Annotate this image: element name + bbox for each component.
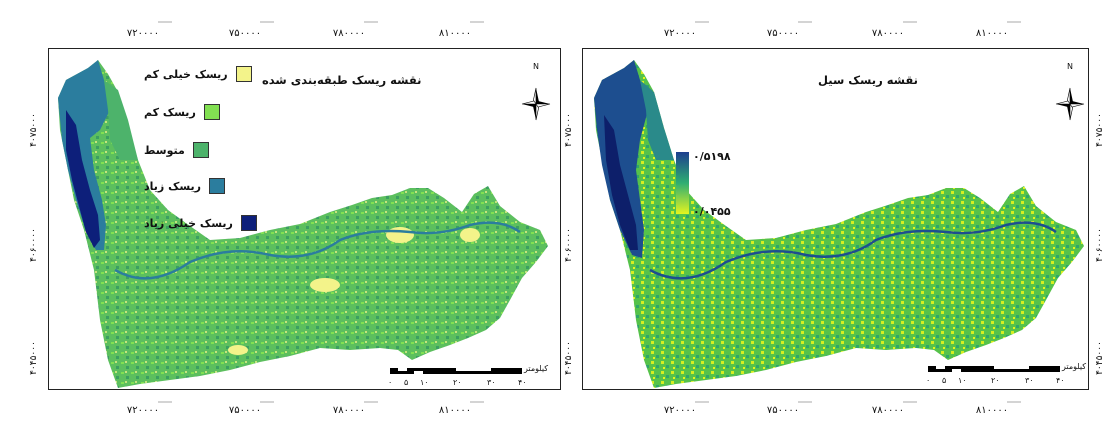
- right-color-ramp: [676, 152, 689, 214]
- legend-swatch-low: [203, 104, 220, 120]
- legend-item-medium: متوسط: [144, 142, 209, 158]
- left-north-label: N: [533, 62, 539, 71]
- left-scale-label-10: ۱۰: [420, 378, 429, 387]
- right-mid-flood-zone: [640, 80, 674, 160]
- legend-swatch-very-high: [240, 215, 257, 231]
- left-low-risk-patch-4: [228, 345, 248, 355]
- ramp-min-label: ۰/۰۴۵۵: [693, 205, 731, 218]
- right-x-tick-top-1: ۷۲۰۰۰۰: [663, 28, 697, 39]
- left-map-title: نقشه ریسک طبقه‌بندی شده: [262, 73, 422, 87]
- legend-label-high: ریسک زیاد: [144, 179, 201, 193]
- right-scale-label-40: ۴۰: [1056, 376, 1065, 385]
- right-high-flood-zone: [594, 60, 648, 258]
- legend-swatch-high: [209, 178, 225, 194]
- left-scale-label-0: ۰: [388, 378, 393, 387]
- right-x-tick-bottom-1: ۷۲۰۰۰۰: [663, 405, 697, 416]
- left-scale-bar: [390, 368, 522, 374]
- left-low-risk-patch-2: [460, 228, 480, 242]
- legend-item-very-low: ریسک خیلی کم: [144, 66, 252, 82]
- right-x-tick-top-2: ۷۵۰۰۰۰: [766, 28, 800, 39]
- left-x-tick-bottom-1: ۷۲۰۰۰۰: [126, 405, 160, 416]
- legend-label-very-low: ریسک خیلی کم: [144, 67, 228, 81]
- right-x-tick-top-4: ۸۱۰۰۰۰: [975, 28, 1009, 39]
- right-basin-region: [594, 60, 1084, 388]
- left-x-tick-bottom-3: ۷۸۰۰۰۰: [332, 405, 366, 416]
- right-scale-label-5: ۵: [942, 376, 947, 385]
- left-scale-label-40: ۴۰: [518, 378, 527, 387]
- left-basin-region: [58, 60, 548, 388]
- legend-item-low: ریسک کم: [144, 104, 220, 120]
- right-map-title: نقشه ریسک سیل: [818, 73, 918, 87]
- left-scale-label-5: ۵: [404, 378, 409, 387]
- right-north-arrow: [1055, 87, 1085, 121]
- left-low-risk-patch-1: [386, 227, 414, 243]
- tick-marks: [158, 21, 1021, 403]
- left-risk-map: [58, 60, 548, 388]
- right-north-label: N: [1067, 62, 1073, 71]
- left-x-tick-bottom-4: ۸۱۰۰۰۰: [438, 405, 472, 416]
- right-x-tick-bottom-4: ۸۱۰۰۰۰: [975, 405, 1009, 416]
- legend-label-very-high: ریسک خیلی زیاد: [144, 216, 233, 230]
- left-x-tick-top-1: ۷۲۰۰۰۰: [126, 28, 160, 39]
- left-river: [114, 221, 521, 280]
- legend-item-high: ریسک زیاد: [144, 178, 225, 194]
- left-very-high-risk-zone: [66, 110, 100, 248]
- left-x-tick-top-2: ۷۵۰۰۰۰: [228, 28, 262, 39]
- left-scale-unit: کیلومتر: [524, 364, 549, 373]
- legend-label-medium: متوسط: [144, 143, 185, 157]
- left-scale-label-20: ۲۰: [453, 378, 462, 387]
- right-flood-risk-map: [594, 60, 1084, 388]
- right-scale-label-10: ۱۰: [958, 376, 967, 385]
- left-scale-label-30: ۳۰: [487, 378, 496, 387]
- legend-swatch-medium: [192, 142, 209, 158]
- right-river: [649, 221, 1057, 280]
- left-x-tick-top-4: ۸۱۰۰۰۰: [438, 28, 472, 39]
- right-scale-label-30: ۳۰: [1025, 376, 1034, 385]
- right-scale-bar: [928, 366, 1060, 372]
- left-high-risk-zone: [58, 60, 110, 250]
- left-low-risk-patch-3: [310, 278, 340, 292]
- left-x-tick-top-3: ۷۸۰۰۰۰: [332, 28, 366, 39]
- left-north-arrow: [521, 87, 551, 121]
- right-very-high-flood-zone: [604, 115, 638, 250]
- legend-swatch-very-low: [235, 66, 252, 82]
- ramp-max-label: ۰/۵۱۹۸: [693, 150, 731, 163]
- right-x-tick-bottom-3: ۷۸۰۰۰۰: [871, 405, 905, 416]
- left-medium-risk-zone: [104, 80, 138, 160]
- right-x-tick-bottom-2: ۷۵۰۰۰۰: [766, 405, 800, 416]
- left-x-tick-bottom-2: ۷۵۰۰۰۰: [228, 405, 262, 416]
- right-scale-label-0: ۰: [926, 376, 931, 385]
- right-scale-label-20: ۲۰: [991, 376, 1000, 385]
- right-x-tick-top-3: ۷۸۰۰۰۰: [871, 28, 905, 39]
- legend-label-low: ریسک کم: [144, 105, 196, 119]
- right-scale-unit: کیلومتر: [1062, 362, 1087, 371]
- legend-item-very-high: ریسک خیلی زیاد: [144, 215, 257, 231]
